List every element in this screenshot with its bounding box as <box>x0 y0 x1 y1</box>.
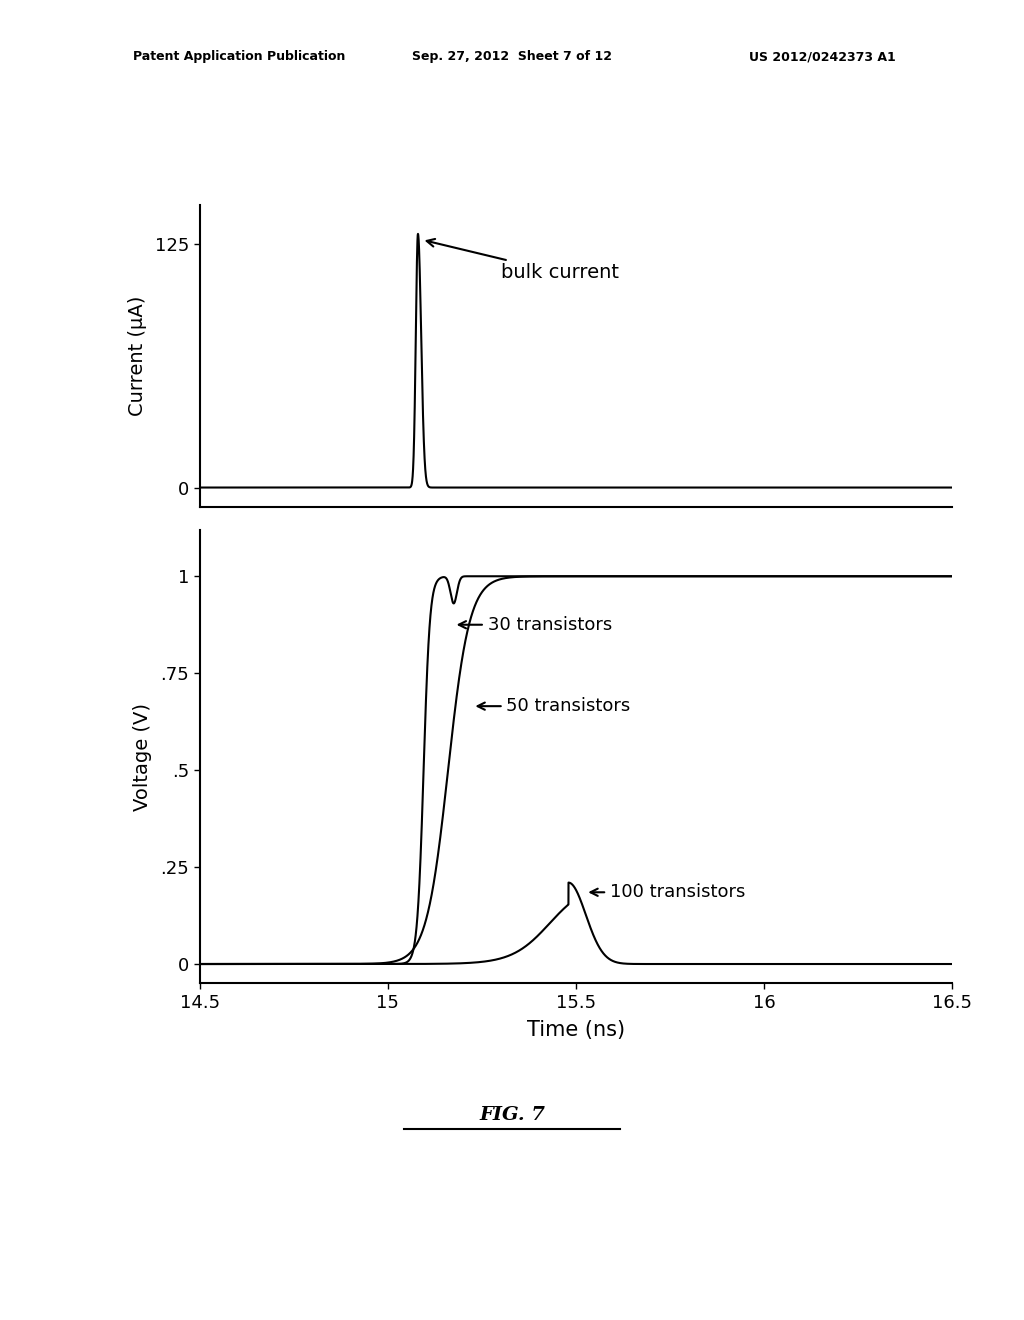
Text: Sep. 27, 2012  Sheet 7 of 12: Sep. 27, 2012 Sheet 7 of 12 <box>412 50 612 63</box>
Y-axis label: Current (μA): Current (μA) <box>128 296 146 416</box>
Y-axis label: Voltage (V): Voltage (V) <box>133 702 153 810</box>
Text: 50 transistors: 50 transistors <box>477 697 631 715</box>
Text: bulk current: bulk current <box>427 239 618 282</box>
Text: 30 transistors: 30 transistors <box>459 615 611 634</box>
Text: 100 transistors: 100 transistors <box>591 883 745 902</box>
Text: FIG. 7: FIG. 7 <box>479 1106 545 1125</box>
Text: US 2012/0242373 A1: US 2012/0242373 A1 <box>750 50 896 63</box>
Text: Patent Application Publication: Patent Application Publication <box>133 50 345 63</box>
X-axis label: Time (ns): Time (ns) <box>527 1020 625 1040</box>
